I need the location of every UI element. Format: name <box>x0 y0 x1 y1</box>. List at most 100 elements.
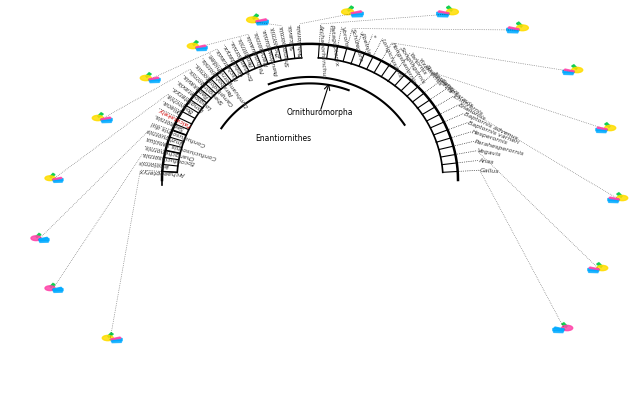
Text: Boluochia: Boluochia <box>166 92 195 113</box>
Text: Hesperornis: Hesperornis <box>471 129 508 146</box>
Text: Ichthyornis: Ichthyornis <box>452 94 484 117</box>
Polygon shape <box>564 72 574 75</box>
Polygon shape <box>53 287 62 290</box>
Text: Sapeornis: Sapeornis <box>154 113 184 131</box>
Ellipse shape <box>188 43 198 49</box>
Text: *: * <box>371 34 376 38</box>
Text: Eoenantiornis: Eoenantiornis <box>230 40 254 81</box>
Text: Baptornis varneri: Baptornis varneri <box>467 120 520 145</box>
Text: Changchenornis: Changchenornis <box>143 144 195 160</box>
Polygon shape <box>111 337 121 340</box>
Polygon shape <box>554 327 564 330</box>
Polygon shape <box>39 240 49 243</box>
Polygon shape <box>597 127 607 130</box>
Text: Enantiornithes: Enantiornithes <box>255 134 311 143</box>
Polygon shape <box>149 77 159 80</box>
Polygon shape <box>589 267 599 270</box>
Polygon shape <box>36 233 41 238</box>
Polygon shape <box>617 193 622 198</box>
Polygon shape <box>196 47 207 49</box>
Ellipse shape <box>572 68 582 73</box>
Polygon shape <box>149 80 159 83</box>
Text: Songlingornis: Songlingornis <box>399 47 426 85</box>
Text: Gallus: Gallus <box>479 168 499 174</box>
Polygon shape <box>53 290 63 292</box>
Polygon shape <box>39 237 48 240</box>
Text: Longipteryx: Longipteryx <box>172 86 205 112</box>
Polygon shape <box>111 340 122 342</box>
Polygon shape <box>438 14 449 17</box>
Polygon shape <box>351 14 362 17</box>
Text: Gansus: Gansus <box>440 78 461 97</box>
Text: Eoconfuciusornis: Eoconfuciusornis <box>142 152 195 166</box>
Polygon shape <box>608 198 619 201</box>
Polygon shape <box>101 117 111 120</box>
Polygon shape <box>196 48 207 51</box>
Polygon shape <box>588 269 599 271</box>
Polygon shape <box>563 70 574 73</box>
Text: Longipteravis: Longipteravis <box>177 79 213 110</box>
Text: Confuciusornis dui: Confuciusornis dui <box>151 121 207 147</box>
Text: Jeholornis: Jeholornis <box>141 160 172 168</box>
Polygon shape <box>253 14 259 19</box>
Text: Piscivoravis: Piscivoravis <box>424 64 453 94</box>
Polygon shape <box>446 6 452 11</box>
Polygon shape <box>53 179 63 181</box>
Text: Vorona: Vorona <box>339 26 348 49</box>
Polygon shape <box>596 130 607 133</box>
Polygon shape <box>572 65 577 70</box>
Text: Vegavis: Vegavis <box>477 148 501 158</box>
Text: Parahesperornis: Parahesperornis <box>474 139 525 156</box>
Polygon shape <box>101 120 111 122</box>
Polygon shape <box>111 339 122 341</box>
Ellipse shape <box>342 9 353 15</box>
Ellipse shape <box>516 25 529 31</box>
Text: Fortunguavis: Fortunguavis <box>246 34 266 73</box>
Text: Shengjingornis: Shengjingornis <box>188 68 225 104</box>
Text: Schizooura: Schizooura <box>350 28 364 63</box>
Text: Enaliornis: Enaliornis <box>458 102 487 122</box>
Polygon shape <box>149 79 160 81</box>
Polygon shape <box>50 283 55 288</box>
Polygon shape <box>438 11 449 14</box>
Ellipse shape <box>446 9 458 15</box>
Ellipse shape <box>605 125 616 131</box>
Polygon shape <box>101 118 112 121</box>
Polygon shape <box>53 289 63 291</box>
Text: Patagopteryx: Patagopteryx <box>329 24 339 67</box>
Polygon shape <box>436 12 449 15</box>
Polygon shape <box>596 263 602 267</box>
Ellipse shape <box>45 176 55 181</box>
Polygon shape <box>596 128 607 131</box>
Polygon shape <box>508 27 519 30</box>
Polygon shape <box>553 328 564 331</box>
Polygon shape <box>562 323 567 327</box>
Text: Anas: Anas <box>478 158 494 165</box>
Polygon shape <box>516 22 522 27</box>
Text: Pengornis: Pengornis <box>238 36 255 67</box>
Text: Sulcavis: Sulcavis <box>288 24 296 51</box>
Text: Jinzhouornis: Jinzhouornis <box>148 128 186 145</box>
Text: Gobipteryx: Gobipteryx <box>222 43 244 76</box>
Text: Piscivoravis: Piscivoravis <box>215 48 239 81</box>
Polygon shape <box>39 239 49 241</box>
Polygon shape <box>50 173 55 178</box>
Ellipse shape <box>31 236 41 241</box>
Polygon shape <box>53 180 63 182</box>
Text: Pseudowutunia: Pseudowutunia <box>262 28 280 76</box>
Text: Falcatakely: Falcatakely <box>157 106 192 127</box>
Polygon shape <box>507 28 519 31</box>
Text: Baptornis advenus: Baptornis advenus <box>463 111 518 141</box>
Polygon shape <box>98 113 103 117</box>
Polygon shape <box>146 73 151 77</box>
Text: Apsaravis: Apsaravis <box>446 86 474 108</box>
Polygon shape <box>193 41 198 45</box>
Ellipse shape <box>140 75 151 81</box>
Text: Ornithuromorpha: Ornithuromorpha <box>287 107 353 117</box>
Text: Yanornis: Yanornis <box>408 52 428 77</box>
Polygon shape <box>609 200 619 203</box>
Text: Camptodontornis: Camptodontornis <box>195 62 235 106</box>
Text: Iteravis: Iteravis <box>432 71 452 91</box>
Polygon shape <box>351 11 362 14</box>
Ellipse shape <box>45 286 55 291</box>
